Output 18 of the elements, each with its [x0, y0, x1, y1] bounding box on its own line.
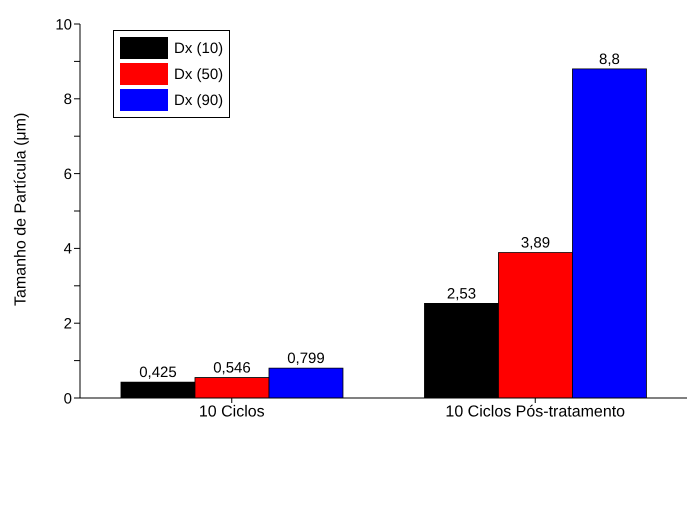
- y-tick-label: 8: [64, 91, 72, 108]
- y-tick-label: 10: [55, 16, 72, 34]
- legend-label: Dx (10): [174, 40, 224, 56]
- legend-label: Dx (50): [174, 66, 224, 82]
- y-tick-label: 2: [64, 316, 72, 333]
- data-label: 0,546: [213, 360, 251, 377]
- data-label: 0,799: [287, 350, 325, 368]
- y-tick-label: 0: [64, 390, 72, 408]
- data-label: 8,8: [599, 50, 620, 68]
- x-tick-label: 10 Ciclos Pós-tratamento: [445, 403, 626, 420]
- data-label: 0,425: [139, 364, 177, 382]
- data-label: 2,53: [446, 285, 476, 302]
- y-axis-title: Tamanho de Partícula (μm): [12, 112, 30, 306]
- x-tick-label: 10 Ciclos: [198, 403, 265, 420]
- y-tick-label: 4: [64, 240, 72, 258]
- legend-label: Dx (90): [174, 92, 224, 108]
- data-label: 3,89: [520, 234, 550, 252]
- y-tick-label: 6: [64, 166, 72, 183]
